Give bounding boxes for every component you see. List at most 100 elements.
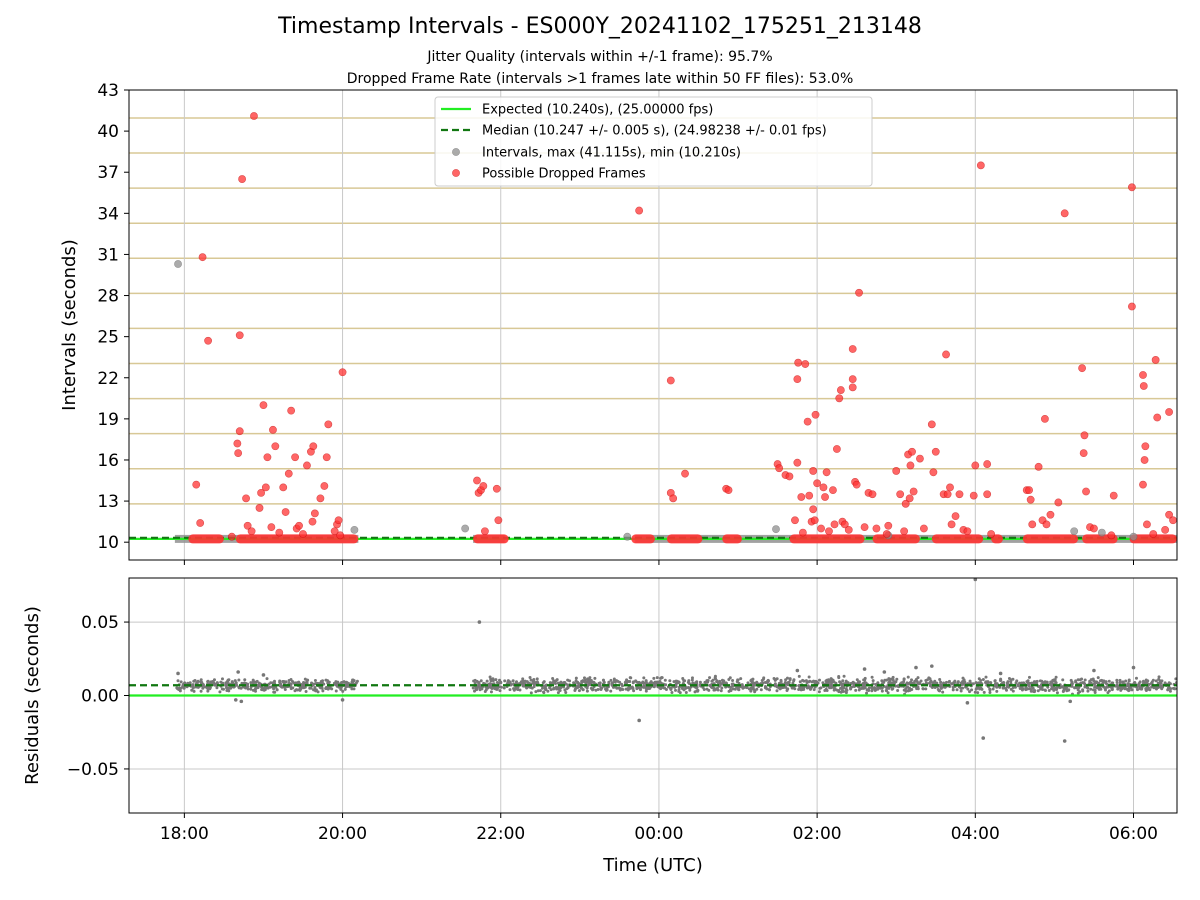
residual-point-band1 — [1006, 680, 1010, 684]
residual-point-band1 — [947, 679, 951, 683]
residual-point-band1 — [791, 681, 795, 685]
dropped-frame-point-128 — [976, 161, 985, 170]
dropped-frame-point-55 — [669, 494, 678, 503]
residual-point-band1 — [508, 688, 512, 692]
residual-point-band1 — [817, 690, 821, 694]
residual-point-band1 — [1127, 686, 1131, 690]
residual-point-band1 — [832, 686, 836, 690]
residual-point-band1 — [1030, 681, 1034, 685]
residual-point-band1 — [830, 683, 834, 687]
residual-point-band1 — [1092, 682, 1096, 686]
dropped-frame-point-129 — [983, 490, 992, 499]
residual-point-band0 — [229, 686, 233, 690]
residual-point-band1 — [802, 685, 806, 689]
residual-point-band1 — [502, 686, 506, 690]
residual-point-band1 — [511, 679, 515, 683]
residual-point-band1 — [715, 680, 719, 684]
residual-point-band1 — [488, 675, 492, 679]
residual-point-band1 — [785, 689, 789, 693]
residual-point-band1 — [961, 686, 965, 690]
dropped-frame-point-154 — [1139, 382, 1148, 390]
residual-point-band1 — [984, 675, 988, 679]
residual-point-band1 — [887, 686, 891, 690]
dropped-frame-point-6 — [250, 112, 258, 120]
residual-point-band1 — [624, 687, 628, 691]
residual-point-band1 — [918, 681, 922, 685]
residual-point-band1 — [828, 679, 832, 683]
residual-point-band1 — [1009, 678, 1013, 682]
dropped-frame-point-163 — [1169, 516, 1177, 525]
residual-point-band1 — [574, 679, 578, 683]
residual-point-band0 — [191, 686, 195, 690]
residual-point-band1 — [1013, 685, 1017, 689]
residual-point-band0 — [249, 681, 253, 685]
dropped-frame-band-5 — [722, 534, 742, 544]
residual-point-band0 — [182, 686, 186, 690]
residual-point-band1 — [840, 686, 844, 690]
residual-point-band1 — [960, 680, 964, 684]
residual-point-band0 — [215, 686, 219, 690]
residual-point-band1 — [871, 686, 875, 690]
residual-point-band0 — [341, 689, 345, 693]
y-tick-label-top-8: 34 — [97, 204, 119, 224]
residual-point-band1 — [629, 676, 633, 680]
residual-point-band1 — [1123, 686, 1127, 690]
residual-point-band1 — [902, 680, 906, 684]
interval-point-0 — [174, 260, 182, 268]
dropped-frame-point-127 — [971, 461, 980, 470]
residual-point-band0 — [305, 681, 309, 685]
residual-point-band0 — [255, 679, 259, 683]
dropped-frame-point-125 — [963, 527, 972, 536]
residual-point-band1 — [564, 691, 568, 695]
residual-point-band0 — [326, 679, 330, 683]
residual-point-band1 — [870, 689, 874, 693]
residual-point-band1 — [577, 689, 581, 693]
residual-point-band1 — [601, 678, 605, 682]
residual-point-band1 — [1168, 689, 1172, 693]
residual-point-band1 — [1089, 678, 1093, 682]
residual-point-band1 — [880, 679, 884, 683]
residual-point-band1 — [817, 678, 821, 682]
residual-point-band1 — [678, 691, 682, 695]
x-axis-label: Time (UTC) — [602, 855, 703, 876]
residual-point-band1 — [684, 690, 688, 694]
residual-point-band1 — [991, 687, 995, 691]
residual-point-band1 — [862, 678, 866, 682]
residual-point-band1 — [518, 688, 522, 692]
residual-point-band1 — [585, 686, 589, 690]
dropped-frame-point-9 — [234, 449, 243, 458]
residual-point-band1 — [542, 691, 546, 695]
residual-point-band1 — [1016, 684, 1020, 688]
residual-point-band0 — [199, 689, 203, 693]
residual-point-band1 — [722, 679, 726, 683]
dropped-frame-point-100 — [872, 524, 881, 533]
residual-point-band1 — [790, 686, 794, 690]
dropped-frame-point-39 — [330, 527, 339, 536]
residual-point-band1 — [609, 678, 613, 682]
dropped-frame-point-122 — [951, 512, 960, 521]
residual-point-band1 — [998, 685, 1002, 689]
residual-point-band1 — [668, 679, 672, 683]
residual-point-band1 — [763, 685, 767, 689]
chart-subtitle-dropped: Dropped Frame Rate (intervals >1 frames … — [346, 71, 854, 87]
residual-point-band1 — [600, 686, 604, 690]
residual-point-band1 — [1044, 680, 1048, 684]
residual-point-band0 — [178, 689, 182, 693]
dropped-frame-point-33 — [310, 509, 319, 518]
residual-point-band1 — [548, 686, 552, 690]
residual-point-band1 — [1018, 686, 1022, 690]
residual-point-band1 — [1027, 684, 1031, 688]
dropped-frame-point-56 — [681, 469, 689, 478]
residual-point-band1 — [884, 689, 888, 693]
residual-point-band1 — [475, 688, 479, 692]
residual-point-band1 — [937, 689, 941, 693]
residual-point-band1 — [902, 677, 906, 681]
dropped-frame-point-77 — [813, 479, 822, 488]
residual-point-band1 — [1147, 682, 1151, 686]
residual-point-band1 — [708, 676, 712, 680]
residual-point-band0 — [278, 679, 282, 683]
residual-point-band1 — [842, 674, 846, 678]
residual-point-band1 — [607, 680, 611, 684]
dropped-frame-point-159 — [1151, 356, 1160, 364]
residual-point-band1 — [971, 682, 975, 686]
